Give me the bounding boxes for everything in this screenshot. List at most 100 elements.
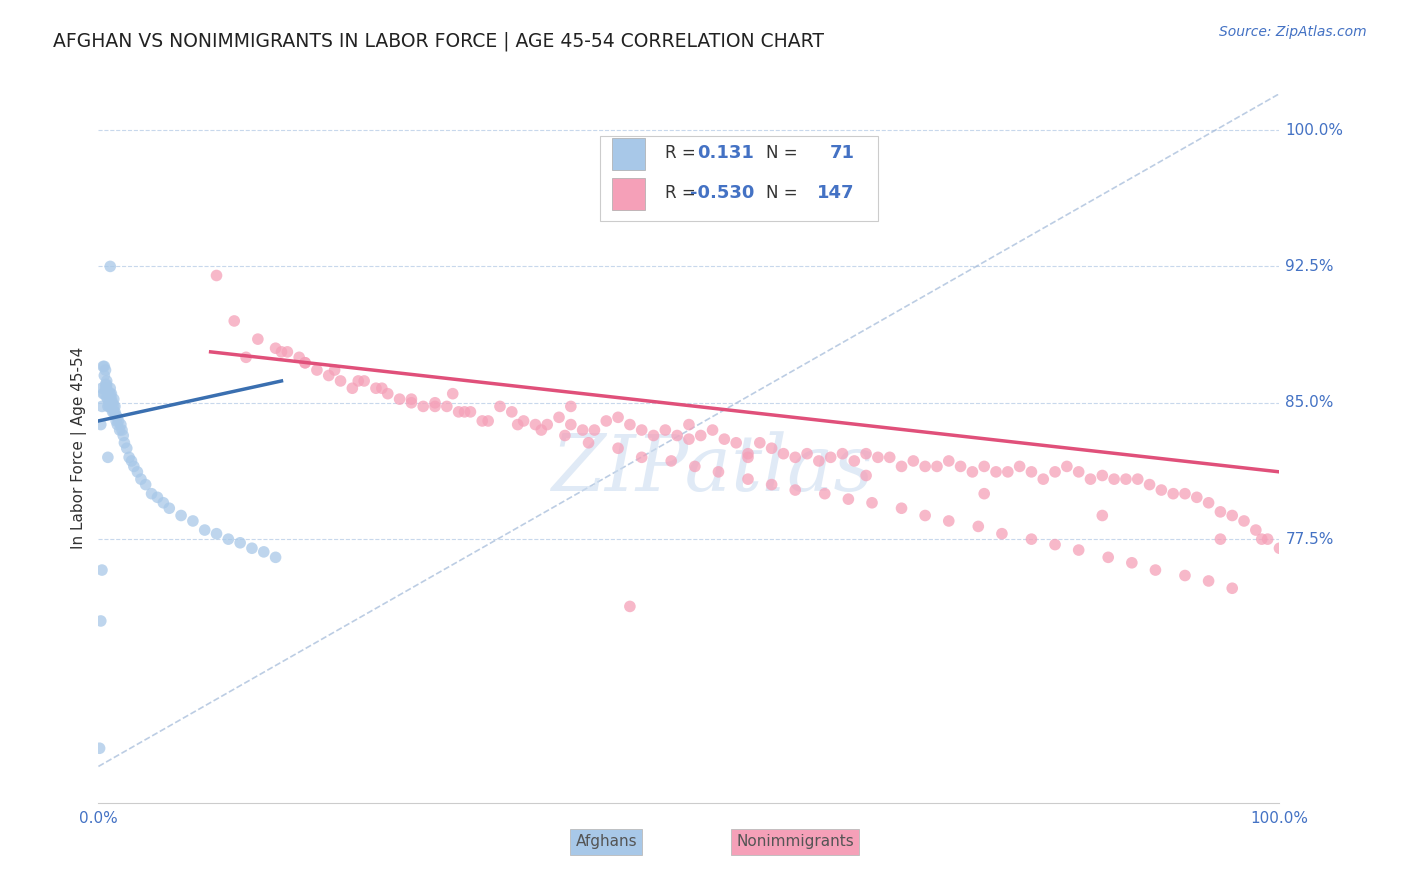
Text: 85.0%: 85.0% <box>1285 395 1334 410</box>
Point <box>91 381 114 395</box>
Text: Source: ZipAtlas.com: Source: ZipAtlas.com <box>1219 25 1367 39</box>
Point <box>949 459 972 474</box>
Point <box>101 405 124 419</box>
Point <box>607 441 630 455</box>
Point <box>1091 508 1114 523</box>
Point <box>100 386 122 401</box>
Text: 92.5%: 92.5% <box>1285 259 1334 274</box>
Point <box>98 260 121 274</box>
Point <box>94 377 117 392</box>
Point <box>630 423 652 437</box>
Point <box>1209 505 1232 519</box>
Point <box>1021 465 1043 479</box>
Point <box>104 400 127 414</box>
Point <box>91 563 114 577</box>
Point <box>105 410 128 425</box>
Point <box>707 465 730 479</box>
Text: R =: R = <box>665 145 696 162</box>
Point <box>807 454 830 468</box>
Text: 100.0%: 100.0% <box>1285 122 1343 137</box>
Point <box>903 454 925 468</box>
Point <box>101 396 124 410</box>
Point <box>98 381 121 395</box>
Point <box>855 468 877 483</box>
Point <box>607 410 630 425</box>
Point <box>97 400 120 414</box>
Text: AFGHAN VS NONIMMIGRANTS IN LABOR FORCE | AGE 45-54 CORRELATION CHART: AFGHAN VS NONIMMIGRANTS IN LABOR FORCE |… <box>53 31 824 51</box>
Point <box>270 344 292 359</box>
Point <box>560 400 582 414</box>
Point <box>347 374 370 388</box>
Point <box>104 405 127 419</box>
Point <box>253 545 276 559</box>
Point <box>105 417 128 432</box>
Point <box>141 486 163 500</box>
FancyBboxPatch shape <box>612 138 645 169</box>
Point <box>94 363 117 377</box>
Point <box>1067 543 1090 558</box>
Point <box>659 454 682 468</box>
Text: 71: 71 <box>830 145 855 162</box>
Point <box>772 447 794 461</box>
Point <box>785 483 807 497</box>
Text: -0.530: -0.530 <box>689 185 754 202</box>
Point <box>129 472 152 486</box>
Point <box>1233 514 1256 528</box>
Point <box>1185 491 1208 505</box>
Point <box>1174 568 1197 582</box>
Point <box>98 396 121 410</box>
Point <box>97 392 120 406</box>
Point <box>294 356 316 370</box>
Point <box>323 363 346 377</box>
Point <box>441 386 464 401</box>
Point <box>506 417 529 432</box>
Point <box>578 435 600 450</box>
Point <box>181 514 204 528</box>
Point <box>831 447 853 461</box>
Text: Afghans: Afghans <box>575 834 637 849</box>
Point <box>973 459 995 474</box>
Point <box>737 447 759 461</box>
Point <box>785 450 807 465</box>
Point <box>1150 483 1173 497</box>
Point <box>100 400 122 414</box>
Point <box>235 351 257 365</box>
Point <box>105 414 128 428</box>
Point <box>97 450 120 465</box>
Point <box>973 486 995 500</box>
Point <box>619 417 641 432</box>
Point <box>127 465 149 479</box>
Point <box>103 400 125 414</box>
Point <box>1244 523 1267 537</box>
Point <box>318 368 340 383</box>
Point <box>844 454 866 468</box>
Point <box>914 459 936 474</box>
Point <box>276 344 298 359</box>
Point <box>1091 468 1114 483</box>
Point <box>152 496 174 510</box>
Point <box>1080 472 1102 486</box>
Point <box>1043 538 1066 552</box>
Point <box>571 423 593 437</box>
Point <box>103 405 125 419</box>
Point <box>689 428 711 442</box>
Point <box>890 459 912 474</box>
Point <box>97 386 120 401</box>
Point <box>96 374 118 388</box>
Point <box>93 359 115 374</box>
Point <box>436 400 458 414</box>
Point <box>855 447 877 461</box>
Point <box>1115 472 1137 486</box>
Point <box>108 423 131 437</box>
Point <box>583 423 606 437</box>
Text: 0.131: 0.131 <box>697 145 754 162</box>
Point <box>401 392 423 406</box>
Point <box>595 414 617 428</box>
Point <box>548 410 571 425</box>
Point <box>98 400 121 414</box>
Point <box>1174 486 1197 500</box>
Point <box>112 435 135 450</box>
Point <box>702 423 724 437</box>
Point <box>1161 486 1184 500</box>
Point <box>725 435 748 450</box>
